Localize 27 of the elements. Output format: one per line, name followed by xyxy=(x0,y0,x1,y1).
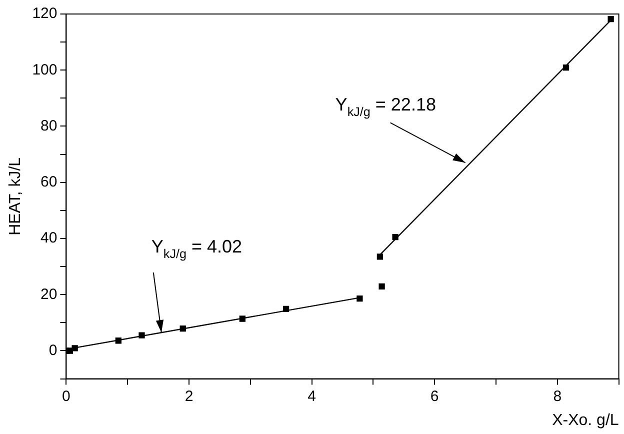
point xyxy=(376,254,384,260)
point xyxy=(356,295,363,302)
point xyxy=(378,283,385,290)
y-tick-label: 100 xyxy=(32,61,58,78)
point xyxy=(66,348,73,354)
x-tick-label: 2 xyxy=(184,388,194,405)
point xyxy=(180,325,186,332)
y-tick-label: 60 xyxy=(40,174,58,191)
x-axis-title: X-Xo. g/L xyxy=(552,412,619,429)
x-tick-label: 0 xyxy=(62,388,70,405)
x-tick-label: 4 xyxy=(308,388,316,405)
y-tick-label: 80 xyxy=(40,117,58,134)
point xyxy=(608,16,614,22)
x-tick-label: 8 xyxy=(553,388,562,405)
x-tick-label: 6 xyxy=(430,388,439,405)
y-axis-title: HEAT, kJ/L xyxy=(7,157,24,236)
point xyxy=(392,234,398,240)
point xyxy=(115,338,122,344)
y-tick-label: 20 xyxy=(40,286,58,303)
point xyxy=(282,306,290,312)
point xyxy=(239,316,246,322)
y-tick-label: 120 xyxy=(32,5,58,22)
point xyxy=(138,332,145,338)
y-tick-label: 0 xyxy=(48,342,58,359)
point xyxy=(562,64,570,71)
point xyxy=(72,345,78,352)
y-tick-label: 40 xyxy=(40,230,58,247)
